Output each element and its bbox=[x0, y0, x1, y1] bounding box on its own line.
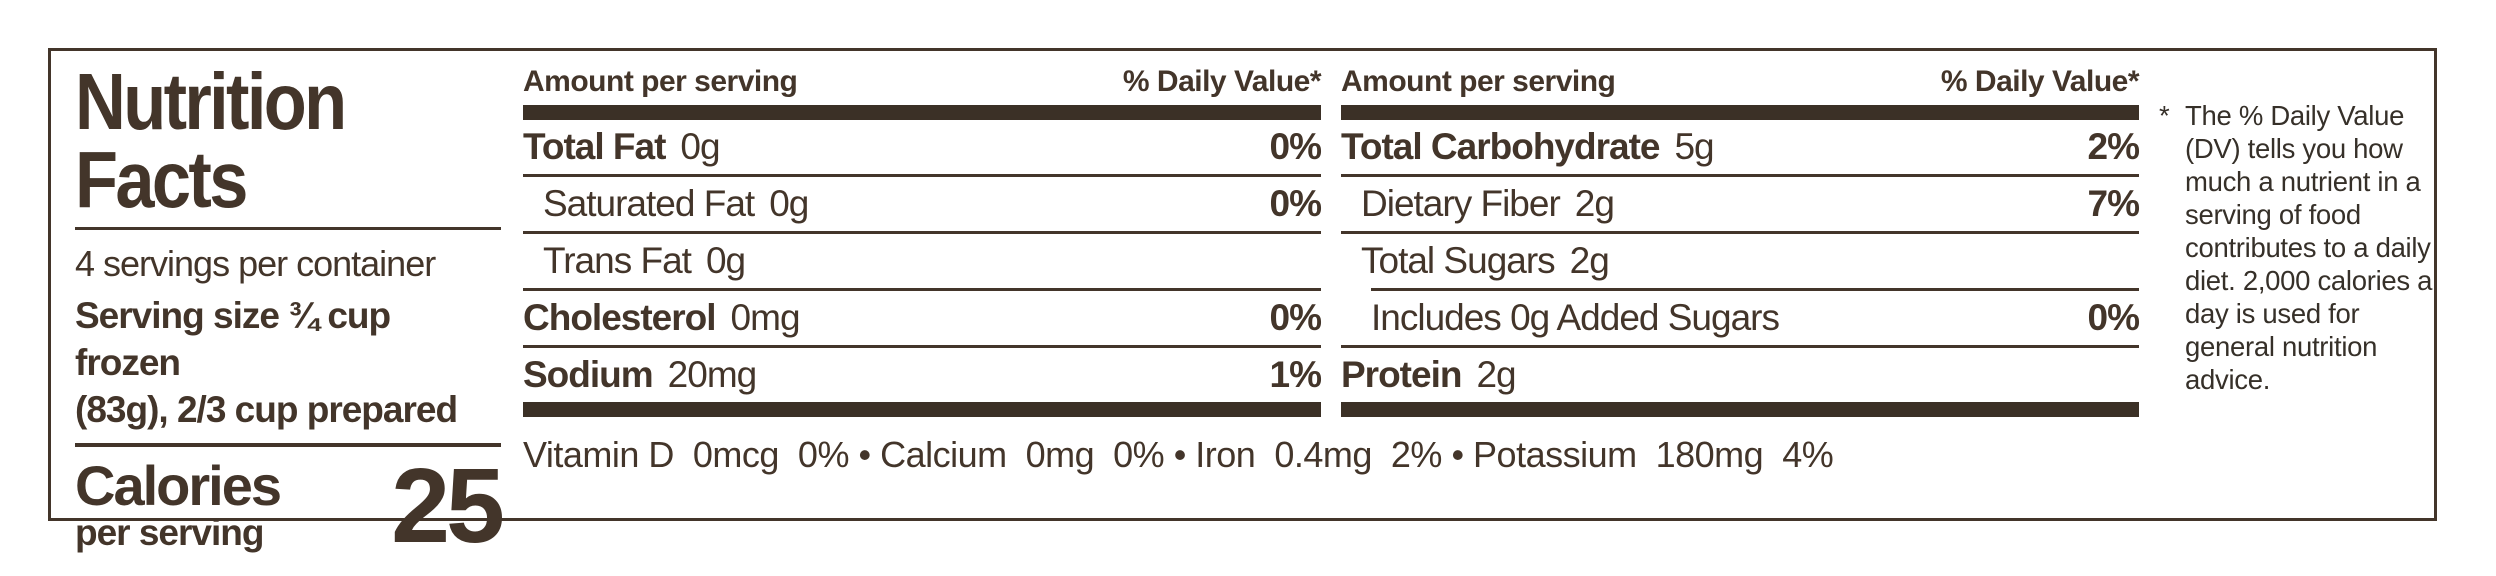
servings-per-container: 4 servings per container bbox=[75, 243, 436, 284]
calories-label-block: Calories per serving bbox=[75, 454, 282, 553]
nutrient-name: Cholesterol bbox=[523, 297, 717, 338]
separator-rule bbox=[1341, 231, 2139, 234]
calories-row: Calories per serving 25 bbox=[75, 447, 505, 565]
label-title-line2: Facts bbox=[75, 135, 248, 224]
nutrient-name: Dietary Fiber bbox=[1361, 183, 1561, 224]
nutrient-amount: 0g bbox=[769, 183, 809, 224]
nutrient-name: Sodium bbox=[523, 354, 654, 395]
nutrient-amount: 2g bbox=[1574, 183, 1615, 224]
nutrient-row: Trans Fat 0g bbox=[523, 234, 1321, 288]
nutrient-name: Total Sugars bbox=[1361, 240, 1556, 281]
nutrient-label: Dietary Fiber 2g bbox=[1361, 183, 1615, 225]
column2-header: Amount per serving % Daily Value* bbox=[1341, 59, 2140, 105]
nutrient-daily-value: 1% bbox=[1269, 354, 1322, 395]
micronutrient-item: Potassium 180mg 4% bbox=[1473, 434, 1834, 475]
nutrient-column-1: Amount per serving % Daily Value* Total … bbox=[523, 59, 1322, 417]
label-left-panel: Nutrition Facts 4 servings per container… bbox=[75, 51, 505, 565]
calories-value: 25 bbox=[391, 447, 505, 565]
separator-rule bbox=[523, 288, 1321, 291]
column2-rows: Total Carbohydrate 5g 2% Dietary Fiber 2g 7% T… bbox=[1341, 120, 2140, 402]
micronutrient-item: Iron 0.4mg 2% bbox=[1195, 434, 1442, 475]
nutrient-label: Saturated Fat 0g bbox=[543, 183, 809, 225]
nutrient-amount: 5g bbox=[1674, 126, 1714, 167]
amount-per-serving-header: Amount per serving bbox=[523, 65, 798, 98]
daily-value-header: % Daily Value* bbox=[1940, 65, 2140, 98]
nutrient-daily-value: 0% bbox=[1269, 297, 1322, 338]
daily-value-header: % Daily Value* bbox=[1122, 65, 1322, 98]
nutrient-columns: Amount per serving % Daily Value* Total … bbox=[523, 59, 2140, 417]
bullet-separator: • bbox=[1164, 434, 1196, 475]
nutrient-amount: 0g bbox=[680, 126, 720, 167]
title-divider bbox=[75, 227, 501, 230]
nutrient-daily-value: 0% bbox=[1269, 126, 1322, 167]
micronutrient-item: Calcium 0mg 0% bbox=[880, 434, 1165, 475]
nutrient-amount: 0mg bbox=[730, 297, 801, 338]
nutrient-name: Protein bbox=[1341, 354, 1462, 395]
nutrient-name: Trans Fat bbox=[543, 240, 692, 281]
nutrient-label: Sodium 20mg bbox=[523, 354, 758, 396]
nutrient-name: Saturated Fat bbox=[543, 183, 755, 224]
nutrient-label: Cholesterol 0mg bbox=[523, 297, 801, 339]
bullet-separator: • bbox=[848, 434, 881, 475]
serving-size-line2: (83g), 2/3 cup prepared bbox=[75, 389, 458, 430]
nutrient-label: Total Sugars 2g bbox=[1361, 240, 1610, 282]
nutrition-facts-label: Nutrition Facts 4 servings per container… bbox=[48, 48, 2437, 559]
separator-rule bbox=[1371, 288, 2139, 291]
nutrient-row: Sodium 20mg 1% bbox=[523, 348, 1322, 402]
thick-bar bbox=[523, 105, 1321, 120]
thick-bar bbox=[523, 402, 1321, 417]
nutrient-row: Includes 0g Added Sugars 0% bbox=[1341, 291, 2140, 345]
thick-bar bbox=[1341, 105, 2139, 120]
nutrient-label: Includes 0g Added Sugars bbox=[1371, 297, 1780, 339]
amount-per-serving-header: Amount per serving bbox=[1341, 65, 1616, 98]
nutrient-row: Cholesterol 0mg 0% bbox=[523, 291, 1322, 345]
nutrient-label: Protein 2g bbox=[1341, 354, 1517, 396]
nutrient-row: Total Fat 0g 0% bbox=[523, 120, 1322, 174]
column1-header: Amount per serving % Daily Value* bbox=[523, 59, 1322, 105]
nutrient-daily-value: 7% bbox=[2087, 183, 2140, 224]
nutrient-row: Protein 2g bbox=[1341, 348, 2139, 402]
thick-bar bbox=[1341, 402, 2139, 417]
label-title-line1: Nutrition bbox=[75, 57, 347, 146]
nutrient-row: Total Sugars 2g bbox=[1341, 234, 2139, 288]
daily-value-footnote: * The % Daily Value (DV) tells you how m… bbox=[2159, 99, 2434, 396]
separator-rule bbox=[523, 345, 1321, 348]
separator-rule bbox=[523, 231, 1321, 234]
nutrient-daily-value: 0% bbox=[1269, 183, 1322, 224]
label-title: Nutrition Facts bbox=[75, 57, 450, 224]
nutrient-daily-value: 2% bbox=[2087, 126, 2140, 167]
separator-rule bbox=[523, 174, 1321, 177]
nutrient-label: Total Carbohydrate 5g bbox=[1341, 126, 1715, 168]
nutrient-name: Total Fat bbox=[523, 126, 666, 167]
nutrient-amount: 0g bbox=[705, 240, 746, 281]
serving-size-line1: Serving size ¾ cup frozen bbox=[75, 295, 391, 383]
micronutrient-item: Vitamin D 0mcg 0% bbox=[523, 434, 849, 475]
nutrient-column-2: Amount per serving % Daily Value* Total … bbox=[1341, 59, 2140, 417]
calories-label: Calories bbox=[75, 454, 282, 517]
column1-rows: Total Fat 0g 0% Saturated Fat 0g 0% Trans Fat 0… bbox=[523, 120, 1322, 402]
nutrient-amount: 20mg bbox=[667, 354, 758, 395]
nutrient-name: Includes 0g Added Sugars bbox=[1371, 297, 1780, 338]
nutrient-amount: 2g bbox=[1569, 240, 1610, 281]
nutrients-section: Amount per serving % Daily Value* Total … bbox=[523, 51, 2140, 476]
footnote-asterisk: * bbox=[2159, 100, 2170, 131]
nutrient-amount: 2g bbox=[1476, 354, 1516, 395]
nutrient-daily-value: 0% bbox=[2087, 297, 2140, 338]
micronutrient-line: Vitamin D 0mcg 0% • Calcium 0mg 0% • Iro… bbox=[523, 434, 2139, 476]
nutrient-row: Saturated Fat 0g 0% bbox=[523, 177, 1322, 231]
nutrient-row: Total Carbohydrate 5g 2% bbox=[1341, 120, 2140, 174]
footnote-text: The % Daily Value (DV) tells you how muc… bbox=[2185, 100, 2433, 395]
nutrient-row: Dietary Fiber 2g 7% bbox=[1341, 177, 2140, 231]
calories-divider bbox=[75, 443, 501, 447]
calories-sublabel: per serving bbox=[75, 512, 264, 553]
bullet-separator: • bbox=[1441, 434, 1474, 475]
serving-size: Serving size ¾ cup frozen (83g), 2/3 cup… bbox=[75, 292, 501, 433]
nutrient-label: Trans Fat 0g bbox=[543, 240, 746, 282]
nutrient-label: Total Fat 0g bbox=[523, 126, 721, 168]
separator-rule bbox=[1341, 174, 2139, 177]
separator-rule bbox=[1341, 345, 2139, 348]
nutrient-name: Total Carbohydrate bbox=[1341, 126, 1660, 167]
